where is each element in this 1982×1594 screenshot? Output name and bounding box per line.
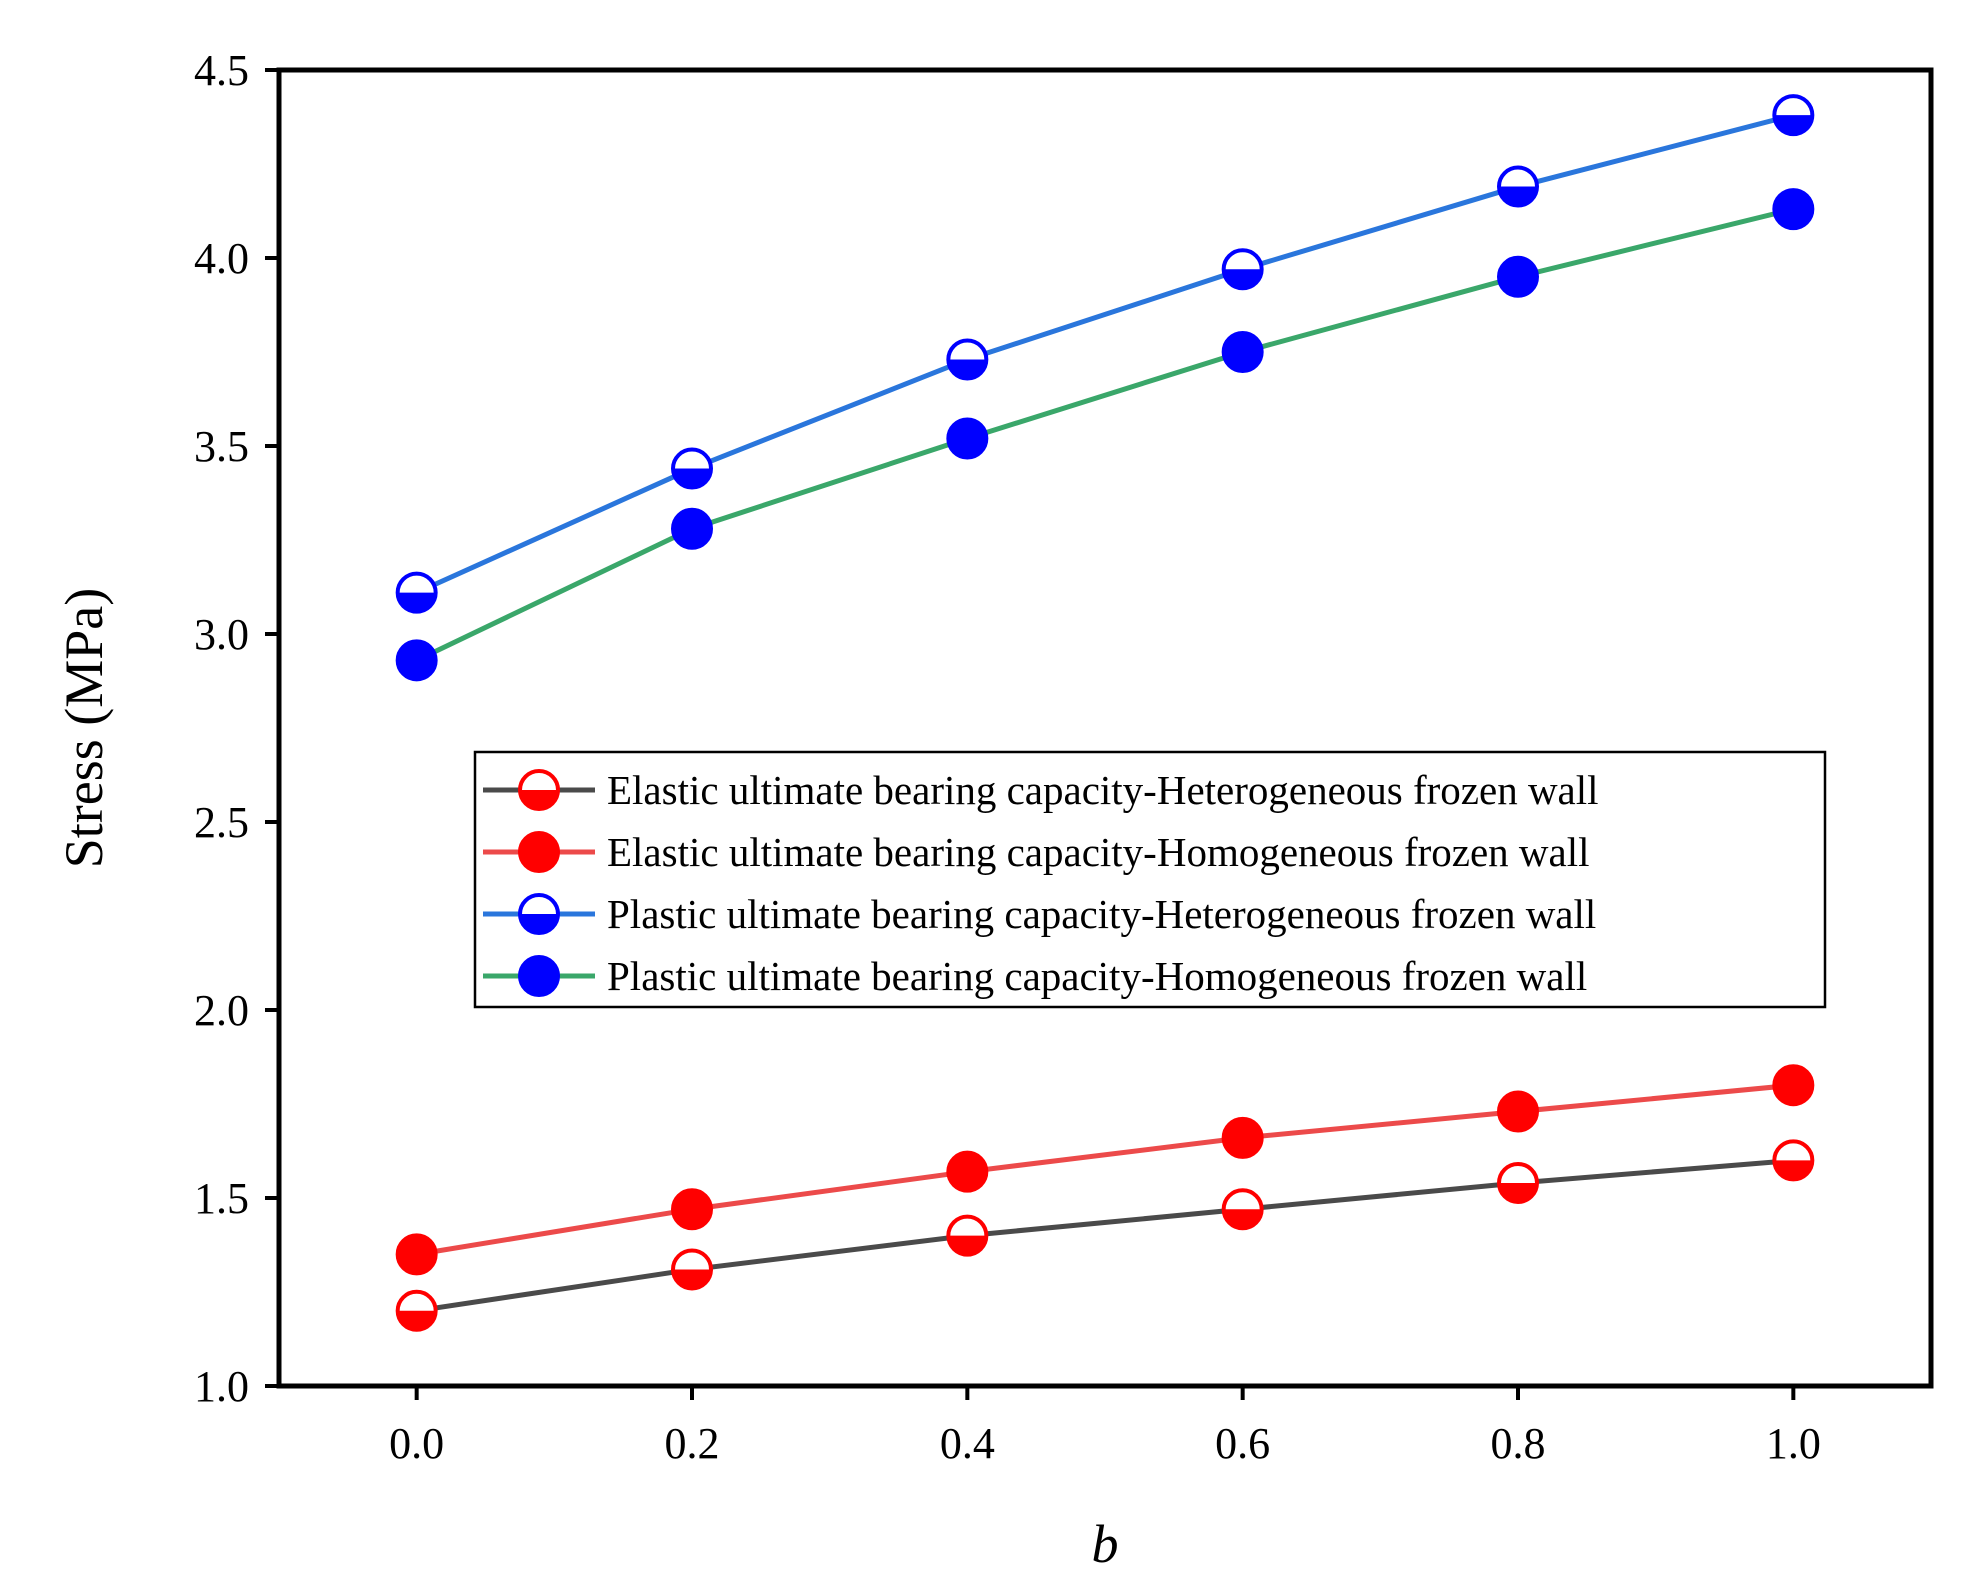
- marker-half-fill: [520, 914, 558, 933]
- data-point: [1221, 248, 1264, 291]
- marker-half-fill: [673, 468, 711, 488]
- marker-half-fill: [1774, 115, 1813, 135]
- marker-body: [518, 831, 560, 873]
- x-tick-label: 1.0: [1766, 1419, 1821, 1468]
- data-point: [1497, 255, 1539, 298]
- data-point: [395, 571, 438, 614]
- y-tick-label: 2.5: [194, 798, 249, 847]
- legend: Elastic ultimate bearing capacity-Hetero…: [473, 750, 1827, 1009]
- data-point: [1772, 94, 1815, 137]
- marker-half-fill: [397, 592, 436, 612]
- legend-label: Elastic ultimate bearing capacity-Homoge…: [607, 829, 1589, 875]
- x-tick-label: 0.2: [665, 1419, 720, 1468]
- data-point: [671, 447, 713, 490]
- y-axis-title: Stress (MPa): [54, 588, 114, 869]
- data-point: [946, 338, 989, 381]
- marker-half-fill: [1223, 1209, 1262, 1229]
- marker-body: [1221, 1116, 1264, 1159]
- marker-half-fill: [397, 1310, 436, 1330]
- marker-body: [671, 1188, 713, 1231]
- marker-body: [1497, 255, 1539, 298]
- x-axis-title: b: [1092, 1514, 1119, 1574]
- legend-item: Plastic ultimate bearing capacity-Homoge…: [483, 953, 1587, 999]
- marker-half-fill: [1499, 186, 1537, 206]
- marker-body: [518, 955, 560, 997]
- data-point: [946, 1150, 989, 1193]
- series-line: [416, 1082, 1794, 1257]
- data-point: [1772, 188, 1815, 231]
- data-point: [671, 1188, 713, 1231]
- legend-label: Plastic ultimate bearing capacity-Homoge…: [607, 953, 1587, 999]
- marker-half-fill: [1223, 269, 1262, 289]
- marker-half-fill: [1499, 1182, 1537, 1202]
- data-point: [1497, 1161, 1539, 1204]
- legend-box: [473, 750, 1827, 1009]
- data-point: [395, 1289, 438, 1332]
- data-point: [395, 1233, 438, 1276]
- data-point: [1221, 1188, 1264, 1231]
- series-3: [395, 94, 1815, 614]
- data-point: [1772, 1064, 1815, 1107]
- series-1: [395, 1139, 1815, 1332]
- legend-marker: [518, 955, 560, 997]
- plot-frame: [276, 67, 1934, 1389]
- legend-label: Elastic ultimate bearing capacity-Hetero…: [607, 767, 1599, 813]
- marker-body: [1772, 1064, 1815, 1107]
- y-tick-label: 4.5: [194, 46, 249, 95]
- legend-item: Elastic ultimate bearing capacity-Hetero…: [483, 767, 1599, 813]
- data-point: [1497, 165, 1539, 208]
- legend-label: Plastic ultimate bearing capacity-Hetero…: [607, 891, 1596, 937]
- marker-body: [946, 1150, 989, 1193]
- x-tick-label: 0.8: [1491, 1419, 1546, 1468]
- series-line: [416, 1157, 1794, 1314]
- marker-half-fill: [673, 1269, 711, 1289]
- series-layer: [395, 94, 1815, 1332]
- y-tick-label: 4.0: [194, 234, 249, 283]
- data-point: [946, 417, 989, 460]
- marker-body: [1772, 188, 1815, 231]
- y-tick-label: 3.0: [194, 610, 249, 659]
- y-tick-label: 1.0: [194, 1362, 249, 1411]
- legend-marker: [518, 893, 560, 935]
- legend-item: Elastic ultimate bearing capacity-Homoge…: [483, 829, 1589, 875]
- y-tick-label: 3.5: [194, 422, 249, 471]
- data-point: [946, 1214, 989, 1257]
- marker-half-fill: [520, 790, 558, 809]
- series-2: [395, 1064, 1815, 1276]
- ticks-layer: 0.0 0.2 0.4 0.6 0.8 1.0 1.0 1.5 2.0 2.5 3.0 3.5 4.0 4…: [194, 46, 1821, 1468]
- data-point: [1497, 1090, 1539, 1133]
- data-point: [1221, 331, 1264, 373]
- marker-body: [1497, 1090, 1539, 1133]
- legend-item: Plastic ultimate bearing capacity-Hetero…: [483, 891, 1596, 937]
- marker-half-fill: [948, 1235, 987, 1255]
- y-tick-label: 2.0: [194, 986, 249, 1035]
- marker-body: [671, 507, 713, 550]
- data-point: [395, 639, 438, 682]
- x-tick-label: 0.4: [940, 1419, 995, 1468]
- x-tick-label: 0.6: [1215, 1419, 1270, 1468]
- marker-body: [946, 417, 989, 460]
- marker-body: [395, 1233, 438, 1276]
- y-tick-label: 1.5: [194, 1174, 249, 1223]
- data-point: [671, 1248, 713, 1291]
- series-line: [415, 206, 1794, 663]
- series-line: [415, 112, 1794, 595]
- marker-half-fill: [948, 359, 987, 379]
- legend-marker: [518, 831, 560, 873]
- legend-marker: [518, 769, 560, 811]
- marker-half-fill: [1774, 1160, 1813, 1180]
- data-point: [671, 507, 713, 550]
- series-4: [395, 188, 1815, 682]
- data-point: [1221, 1116, 1264, 1159]
- marker-body: [1221, 331, 1264, 373]
- data-point: [1772, 1139, 1815, 1182]
- marker-body: [395, 639, 438, 682]
- x-tick-label: 0.0: [389, 1419, 444, 1468]
